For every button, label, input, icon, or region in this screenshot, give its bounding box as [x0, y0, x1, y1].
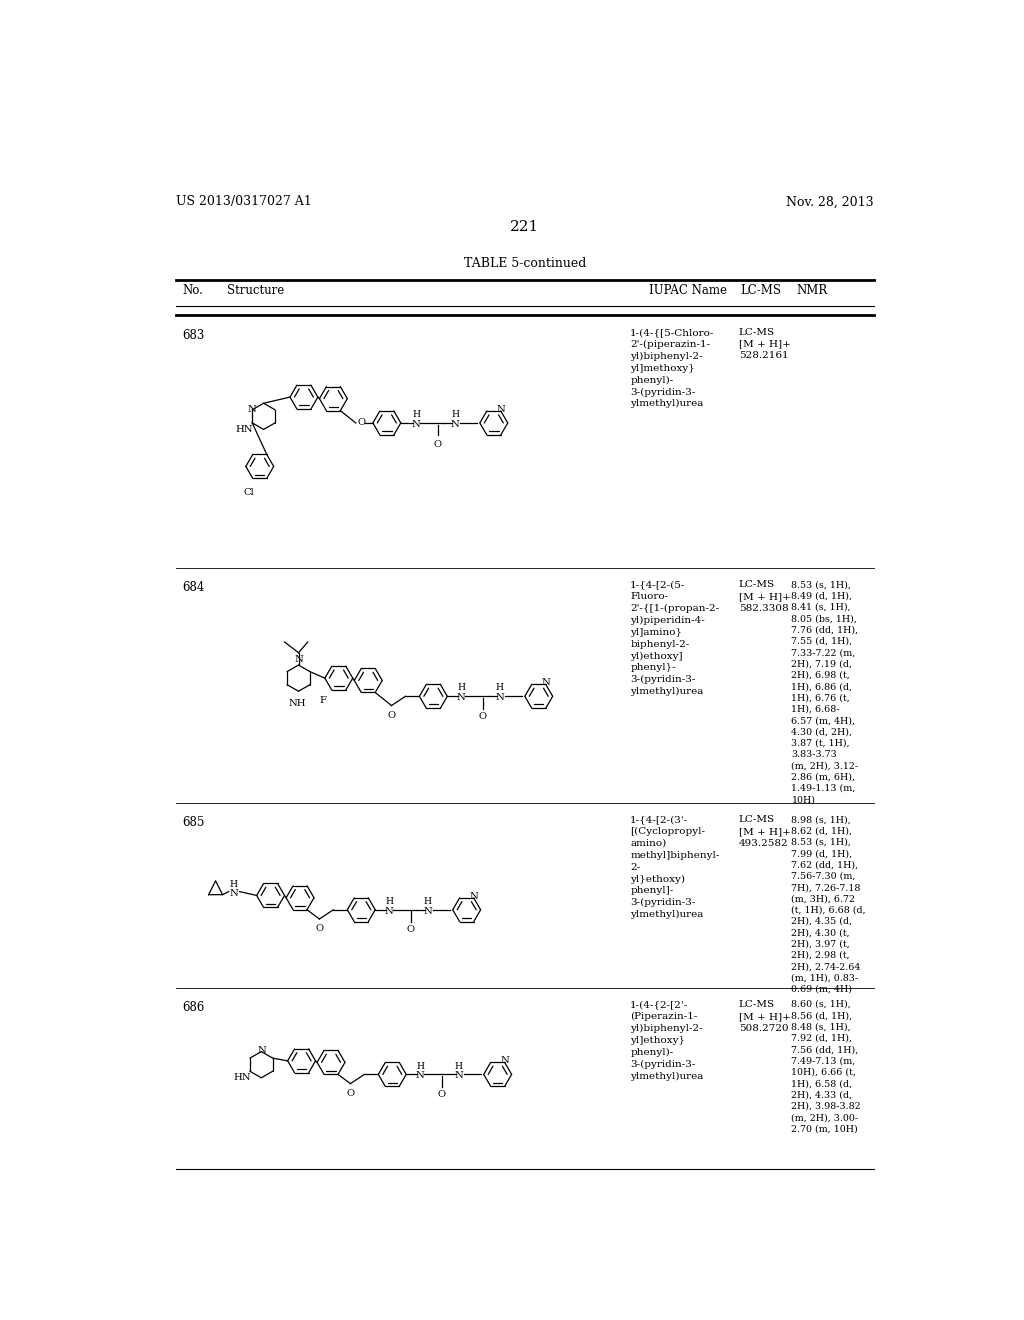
Text: N: N [294, 655, 303, 664]
Text: 8.98 (s, 1H),
8.62 (d, 1H),
8.53 (s, 1H),
7.99 (d, 1H),
7.62 (dd, 1H),
7.56-7.30: 8.98 (s, 1H), 8.62 (d, 1H), 8.53 (s, 1H)… [792, 816, 866, 994]
Text: Cl: Cl [244, 487, 254, 496]
Text: TABLE 5-continued: TABLE 5-continued [464, 257, 586, 271]
Text: 683: 683 [182, 329, 205, 342]
Text: 221: 221 [510, 220, 540, 234]
Text: LC-MS
[M + H]+
528.2161: LC-MS [M + H]+ 528.2161 [738, 327, 791, 360]
Text: Structure: Structure [227, 284, 285, 297]
Text: Nov. 28, 2013: Nov. 28, 2013 [786, 195, 873, 209]
Text: N: N [457, 693, 466, 702]
Text: IUPAC Name: IUPAC Name [649, 284, 727, 297]
Text: 686: 686 [182, 1001, 205, 1014]
Text: N: N [229, 888, 238, 898]
Text: H: H [451, 411, 459, 420]
Text: H: H [496, 684, 504, 693]
Text: HN: HN [236, 425, 253, 434]
Text: 1-(4-{2-[2'-
(Piperazin-1-
yl)biphenyl-2-
yl]ethoxy}
phenyl)-
3-(pyridin-3-
ylme: 1-(4-{2-[2'- (Piperazin-1- yl)biphenyl-2… [630, 1001, 703, 1081]
Text: 8.53 (s, 1H),
8.49 (d, 1H),
8.41 (s, 1H),
8.05 (bs, 1H),
7.76 (dd, 1H),
7.55 (d,: 8.53 (s, 1H), 8.49 (d, 1H), 8.41 (s, 1H)… [792, 581, 858, 804]
Text: N: N [501, 1056, 509, 1065]
Text: H: H [385, 896, 393, 906]
Text: O: O [407, 925, 415, 935]
Text: LC-MS
[M + H]+
582.3308: LC-MS [M + H]+ 582.3308 [738, 581, 791, 612]
Text: LC-MS: LC-MS [740, 284, 781, 297]
Text: US 2013/0317027 A1: US 2013/0317027 A1 [176, 195, 311, 209]
Text: 685: 685 [182, 816, 205, 829]
Text: O: O [479, 711, 487, 721]
Text: N: N [424, 907, 432, 916]
Text: N: N [542, 678, 550, 688]
Text: O: O [438, 1090, 445, 1098]
Text: 684: 684 [182, 581, 205, 594]
Text: HN: HN [232, 1073, 251, 1082]
Text: H: H [413, 411, 421, 420]
Text: H: H [416, 1061, 424, 1071]
Text: NMR: NMR [796, 284, 827, 297]
Text: N: N [496, 693, 505, 702]
Text: LC-MS
[M + H]+
493.2582: LC-MS [M + H]+ 493.2582 [738, 816, 791, 847]
Text: F: F [319, 697, 326, 705]
Text: H: H [424, 896, 432, 906]
Text: No.: No. [182, 284, 203, 297]
Text: H: H [457, 684, 465, 693]
Text: N: N [469, 892, 478, 900]
Text: NH: NH [288, 700, 306, 708]
Text: O: O [434, 440, 442, 449]
Text: N: N [247, 404, 256, 413]
Text: O: O [315, 924, 324, 933]
Text: N: N [416, 1072, 425, 1081]
Text: 1-{4-[2-(5-
Fluoro-
2'-{[1-(propan-2-
yl)piperidin-4-
yl]amino}
biphenyl-2-
yl)e: 1-{4-[2-(5- Fluoro- 2'-{[1-(propan-2- yl… [630, 581, 719, 697]
Text: O: O [387, 711, 395, 719]
Text: H: H [229, 879, 238, 888]
Text: 1-(4-{[5-Chloro-
2'-(piperazin-1-
yl)biphenyl-2-
yl]methoxy}
phenyl)-
3-(pyridin: 1-(4-{[5-Chloro- 2'-(piperazin-1- yl)bip… [630, 327, 715, 408]
Text: H: H [455, 1061, 463, 1071]
Text: N: N [385, 907, 393, 916]
Text: 1-{4-[2-(3'-
[(Cyclopropyl-
amino)
methyl]biphenyl-
2-
yl}ethoxy)
phenyl]-
3-(py: 1-{4-[2-(3'- [(Cyclopropyl- amino) methy… [630, 816, 720, 919]
Text: N: N [258, 1047, 266, 1055]
Text: 8.60 (s, 1H),
8.56 (d, 1H),
8.48 (s, 1H),
7.92 (d, 1H),
7.56 (dd, 1H),
7.49-7.13: 8.60 (s, 1H), 8.56 (d, 1H), 8.48 (s, 1H)… [792, 1001, 861, 1134]
Text: LC-MS
[M + H]+
508.2720: LC-MS [M + H]+ 508.2720 [738, 1001, 791, 1032]
Text: O: O [346, 1089, 354, 1098]
Text: N: N [451, 420, 460, 429]
Text: N: N [455, 1072, 463, 1081]
Text: N: N [497, 405, 505, 414]
Text: O: O [357, 418, 366, 428]
Text: N: N [412, 420, 421, 429]
